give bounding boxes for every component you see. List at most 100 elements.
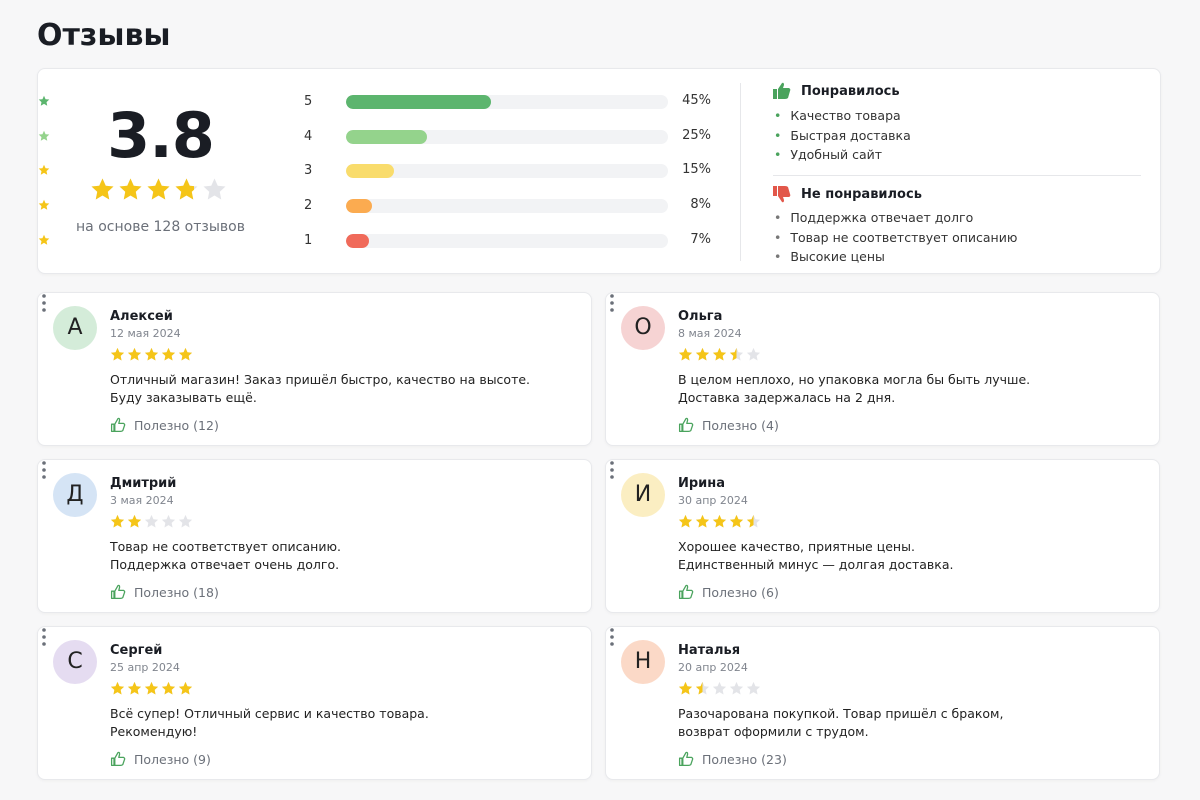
- average-rating: 3.8: [107, 99, 215, 172]
- star: [678, 681, 693, 695]
- star-icon: [38, 165, 50, 176]
- distribution-row: 5 45%: [38, 92, 738, 112]
- star: [678, 514, 693, 528]
- helpful-button[interactable]: Полезно (23): [678, 751, 787, 769]
- star-icon: [38, 234, 50, 245]
- star-icon: [38, 95, 50, 106]
- menu-button[interactable]: [606, 293, 618, 313]
- divider: [740, 83, 741, 261]
- star-empty: [178, 514, 193, 528]
- review-stars: [110, 514, 195, 533]
- star: [161, 681, 176, 695]
- review-date: 3 мая 2024: [110, 494, 174, 507]
- star-shape: [38, 95, 50, 106]
- thumb-icon: [110, 751, 126, 767]
- helpful-count: Полезно (23): [702, 752, 787, 767]
- menu-button[interactable]: [606, 627, 618, 647]
- menu-dot: [610, 308, 614, 312]
- review-stars: [110, 681, 195, 700]
- helpful-count: Полезно (12): [134, 418, 219, 433]
- star: [127, 681, 142, 695]
- divider: [773, 175, 1141, 176]
- star: [178, 347, 193, 361]
- menu-button[interactable]: [38, 627, 50, 647]
- menu-dot: [42, 461, 46, 465]
- star: [695, 347, 710, 361]
- menu-dot: [42, 642, 46, 646]
- review-date: 20 апр 2024: [678, 661, 748, 674]
- review-stars: [678, 347, 763, 366]
- menu-dot: [42, 475, 46, 479]
- cons-title: Не понравилось: [801, 187, 922, 202]
- helpful-count: Полезно (4): [702, 418, 779, 433]
- star: [119, 178, 142, 200]
- stars: [678, 514, 761, 528]
- star: [161, 347, 176, 361]
- distribution-row: 1 7%: [38, 231, 738, 251]
- helpful-button[interactable]: Полезно (9): [110, 751, 211, 769]
- helpful-button[interactable]: Полезно (12): [110, 417, 219, 435]
- star-shape: [38, 130, 50, 141]
- menu-button[interactable]: [38, 293, 50, 313]
- star-level: 3: [304, 163, 313, 179]
- helpful-button[interactable]: Полезно (4): [678, 417, 779, 435]
- bar-track: [346, 164, 668, 179]
- menu-dot: [42, 628, 46, 632]
- star: [729, 347, 737, 361]
- avatar: Д: [53, 473, 97, 517]
- star: [712, 514, 727, 528]
- review-date: 12 мая 2024: [110, 327, 181, 340]
- review-stars: [678, 514, 763, 533]
- thumb-up-icon: [773, 82, 791, 99]
- stars: [110, 347, 193, 361]
- list-item: Поддержка отвечает долго: [774, 210, 973, 225]
- star: [178, 681, 193, 695]
- distribution-row: 4 25%: [38, 127, 738, 147]
- menu-dot: [610, 642, 614, 646]
- menu-button[interactable]: [606, 460, 618, 480]
- star-level: 1: [304, 232, 313, 248]
- helpful-button[interactable]: Полезно (18): [110, 584, 219, 602]
- review-date: 25 апр 2024: [110, 661, 180, 674]
- page-title: Отзывы: [37, 18, 171, 53]
- menu-dot: [610, 468, 614, 472]
- review-text: Рекомендую!: [110, 724, 198, 739]
- helpful-button[interactable]: Полезно (6): [678, 584, 779, 602]
- star-empty: [746, 681, 761, 695]
- review-count: на основе 128 отзывов: [76, 219, 245, 235]
- menu-dot: [42, 301, 46, 305]
- thumb-icon: [110, 584, 126, 600]
- avatar: С: [53, 640, 97, 684]
- avatar: Н: [621, 640, 665, 684]
- menu-dot: [42, 308, 46, 312]
- thumb-shape: [678, 751, 694, 767]
- thumb-shape: [110, 751, 126, 767]
- star: [144, 681, 159, 695]
- bar-track: [346, 95, 668, 109]
- percent-label: 8%: [690, 197, 711, 213]
- star-empty: [203, 178, 226, 200]
- distribution-row: 3 15%: [38, 161, 738, 181]
- star-empty: [144, 514, 159, 528]
- stars: [110, 681, 193, 695]
- star-empty: [729, 681, 744, 695]
- menu-dot: [610, 635, 614, 639]
- star: [678, 347, 693, 361]
- summary-card: 3.8 на основе 128 отзывов 5 45% 4 25% 3 15% 2 8…: [37, 68, 1161, 274]
- menu-dot: [610, 301, 614, 305]
- reviewer-name: Сергей: [110, 643, 163, 658]
- list-item: Качество товара: [774, 108, 900, 123]
- review-stars: [110, 347, 195, 366]
- menu-button[interactable]: [38, 460, 50, 480]
- star: [110, 681, 125, 695]
- review-card: И Ирина 30 апр 2024 Хорошее качество, прият…: [605, 459, 1160, 613]
- menu-dot: [610, 294, 614, 298]
- pros-title: Понравилось: [801, 84, 900, 99]
- review-text: Всё супер! Отличный сервис и качество то…: [110, 706, 429, 721]
- percent-label: 15%: [682, 162, 711, 178]
- star-shape: [38, 234, 50, 245]
- thumb-shape: [678, 417, 694, 433]
- review-text: возврат оформили с трудом.: [678, 724, 869, 739]
